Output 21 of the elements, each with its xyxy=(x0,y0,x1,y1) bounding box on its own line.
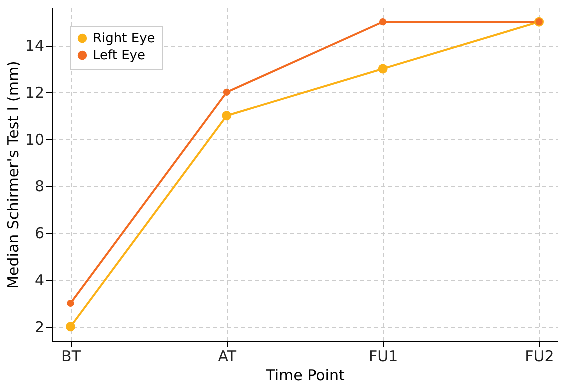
point xyxy=(67,300,74,308)
y-tick-label: 6 xyxy=(34,224,44,243)
x-tick-label: BT xyxy=(62,348,82,366)
legend-label: Left Eye xyxy=(93,48,146,64)
x-tick-label: AT xyxy=(218,348,238,366)
point xyxy=(378,64,388,74)
y-tick-label: 12 xyxy=(25,84,44,102)
x-axis-title: Time Point xyxy=(265,366,345,384)
x-tick-label: FU2 xyxy=(525,348,554,366)
y-tick-label: 14 xyxy=(25,37,44,56)
y-tick-label: 8 xyxy=(34,178,44,196)
y-tick-label: 2 xyxy=(34,318,44,336)
point xyxy=(223,88,230,96)
point xyxy=(66,322,76,332)
y-tick-label: 10 xyxy=(25,130,44,149)
point xyxy=(222,111,232,121)
legend-label: Right Eye xyxy=(93,32,156,46)
y-tick-label: 4 xyxy=(34,272,44,290)
x-tick-label: FU1 xyxy=(369,348,398,366)
point xyxy=(380,18,387,26)
y-axis-title: Median Schirmer's Test I (mm) xyxy=(4,61,22,289)
